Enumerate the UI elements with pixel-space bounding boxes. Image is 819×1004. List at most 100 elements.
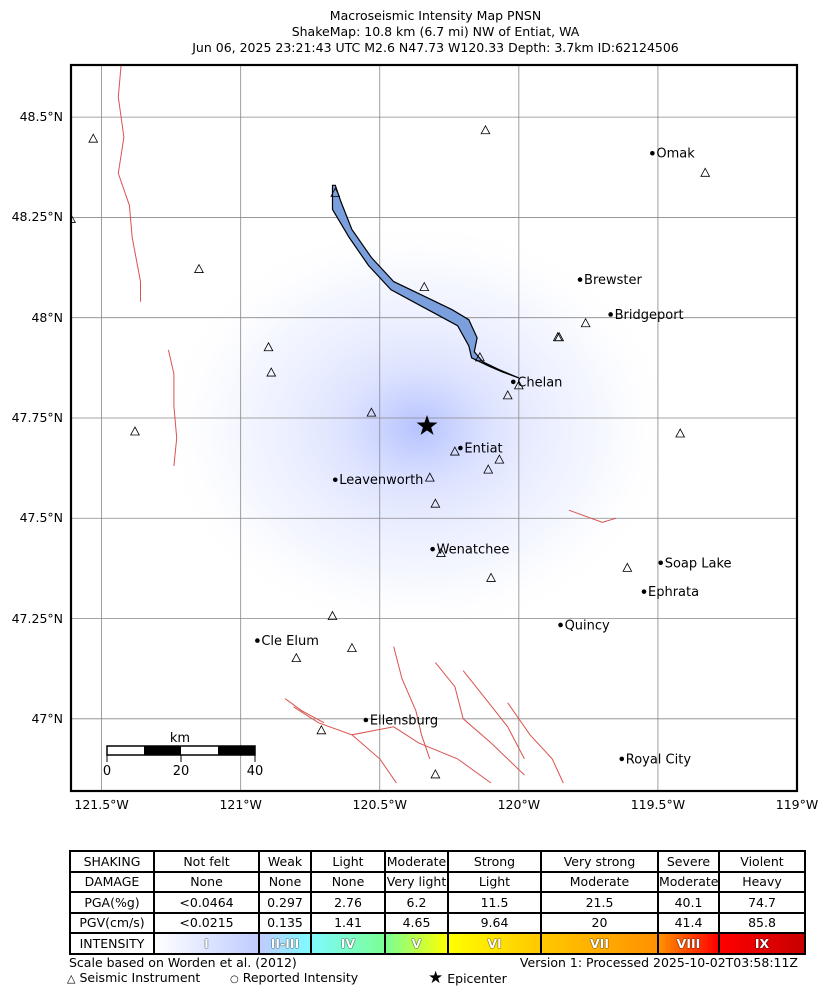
scale-bar: km 0 20 40 bbox=[103, 731, 263, 779]
city-label: Royal City bbox=[626, 752, 692, 767]
city-label: Quincy bbox=[565, 618, 610, 633]
legend-cell: Heavy bbox=[718, 870, 806, 893]
city-dot bbox=[255, 638, 260, 643]
fault-line bbox=[284, 698, 325, 724]
triangle-icon: △ bbox=[67, 972, 76, 985]
intensity-map[interactable]: Omak Brewster Bridgeport Chelan Entiat Leaven… bbox=[0, 0, 819, 845]
graticule bbox=[71, 65, 797, 791]
legend-cell: 9.64 bbox=[447, 911, 542, 934]
legend-cell: Very light bbox=[384, 870, 449, 893]
version-info: Version 1: Processed 2025-10-02T03:58:11… bbox=[519, 955, 798, 970]
city-dot bbox=[641, 589, 647, 594]
legend-cell: Moderate bbox=[540, 870, 659, 893]
lat-label: 47.25°N bbox=[11, 610, 63, 626]
legend-cell: None bbox=[153, 870, 260, 893]
station-triangle bbox=[366, 407, 377, 417]
event-info: Jun 06, 2025 23:21:43 UTC M2.6 N47.73 W1… bbox=[192, 40, 679, 55]
lake-chelan bbox=[331, 184, 520, 379]
legend-row-header: SHAKING bbox=[69, 850, 155, 873]
station-triangle bbox=[700, 167, 711, 177]
city-dot bbox=[650, 150, 655, 156]
scale-note: Scale based on Worden et al. (2012) bbox=[69, 955, 297, 970]
fault-line bbox=[435, 662, 525, 776]
station-triangle bbox=[486, 572, 496, 582]
scale-bar-title: km bbox=[170, 731, 190, 746]
star-icon: ★ bbox=[428, 968, 444, 988]
legend-row-header: DAMAGE bbox=[69, 870, 155, 893]
station-triangle bbox=[480, 124, 491, 135]
legend-cell: Light bbox=[447, 870, 542, 893]
lon-label: 120.5°W bbox=[352, 797, 407, 812]
city-label: Leavenworth bbox=[339, 473, 423, 488]
city-label: Omak bbox=[656, 147, 695, 162]
city-dot bbox=[510, 379, 516, 385]
station-triangle bbox=[291, 652, 302, 663]
legend-row-header: PGA(%g) bbox=[69, 891, 155, 914]
legend-row-header: INTENSITY bbox=[69, 932, 155, 955]
fault-line bbox=[351, 734, 397, 784]
station-triangle bbox=[327, 610, 338, 620]
city-dot bbox=[608, 312, 613, 317]
lon-label: 119°W bbox=[775, 797, 819, 812]
scale-bar-label-0: 0 bbox=[103, 764, 111, 779]
epicenter-star-icon[interactable] bbox=[416, 415, 438, 435]
legend-cell: Moderate bbox=[384, 850, 449, 873]
legend-cell: Weak bbox=[258, 850, 312, 873]
lat-label: 48°N bbox=[31, 309, 63, 325]
legend-cell: Very strong bbox=[540, 850, 659, 873]
city-label: Wenatchee bbox=[437, 543, 510, 558]
city-dot bbox=[458, 445, 463, 451]
fault-line bbox=[462, 670, 525, 760]
circle-icon: ○ bbox=[230, 974, 239, 985]
intensity-cell: IX bbox=[718, 932, 806, 955]
intensity-cell: I bbox=[153, 932, 260, 955]
legend-cell: 85.8 bbox=[718, 911, 806, 934]
legend-reported: ○ Reported Intensity bbox=[230, 970, 358, 985]
station-triangle bbox=[316, 724, 327, 735]
station-triangle bbox=[346, 642, 357, 653]
city-label: Soap Lake bbox=[665, 556, 732, 571]
station-triangle bbox=[675, 428, 686, 438]
fault-line bbox=[167, 349, 178, 467]
lat-label: 48.25°N bbox=[11, 209, 63, 225]
legend-reported-label: Reported Intensity bbox=[242, 970, 359, 985]
legend-cell: 6.2 bbox=[384, 891, 449, 914]
lat-label: 47.5°N bbox=[19, 510, 63, 526]
map-subtitle: ShakeMap: 10.8 km (6.7 mi) NW of Entiat,… bbox=[291, 24, 580, 39]
scale-bar-label-20: 20 bbox=[173, 764, 190, 779]
station-triangle bbox=[622, 562, 633, 572]
scale-bar-label-40: 40 bbox=[247, 764, 264, 779]
intensity-cell: II-III bbox=[258, 932, 312, 955]
legend-cell: 1.41 bbox=[310, 911, 386, 934]
legend-cell: None bbox=[310, 870, 386, 893]
fault-line bbox=[293, 706, 492, 784]
lat-label: 48.5°N bbox=[19, 109, 63, 125]
epicenter-star[interactable] bbox=[416, 415, 438, 435]
station-triangle bbox=[502, 390, 513, 400]
station-triangle bbox=[435, 547, 446, 557]
city-dot bbox=[332, 477, 338, 483]
station-triangle bbox=[483, 464, 494, 474]
intensity-legend-table: SHAKING Not felt Weak Light Moderate Strong Ve… bbox=[69, 850, 806, 955]
station-triangle bbox=[494, 454, 505, 464]
legend-cell: Strong bbox=[447, 850, 542, 873]
lat-label: 47.75°N bbox=[11, 409, 63, 425]
legend-cell: Light bbox=[310, 850, 386, 873]
city-label: Bridgeport bbox=[615, 308, 684, 323]
legend-cell: Severe bbox=[657, 850, 720, 873]
station-triangle bbox=[266, 367, 277, 377]
legend-cell: 21.5 bbox=[540, 891, 659, 914]
station-triangle bbox=[130, 426, 140, 436]
city-dot bbox=[619, 756, 625, 762]
legend-cell: 40.1 bbox=[657, 891, 720, 914]
fault-line bbox=[568, 509, 617, 523]
station-triangle bbox=[430, 498, 441, 508]
station-triangle bbox=[71, 213, 76, 223]
lon-label: 121.5°W bbox=[74, 797, 129, 812]
city-dot bbox=[658, 560, 664, 566]
legend-cell: <0.0215 bbox=[153, 911, 260, 934]
city-dot bbox=[577, 277, 583, 282]
station-triangle bbox=[424, 472, 435, 482]
legend-instrument: △ Seismic Instrument bbox=[67, 970, 200, 985]
station-triangle bbox=[330, 187, 341, 197]
